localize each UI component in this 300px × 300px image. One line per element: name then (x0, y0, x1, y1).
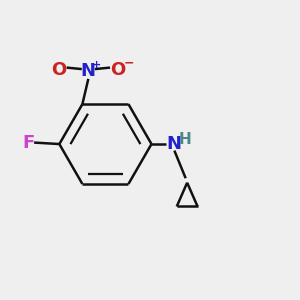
Text: O: O (110, 61, 126, 79)
Text: N: N (81, 62, 96, 80)
Text: H: H (179, 132, 191, 147)
Text: N: N (166, 135, 181, 153)
Text: −: − (124, 57, 134, 70)
Text: F: F (22, 134, 35, 152)
Text: O: O (51, 61, 66, 79)
Text: +: + (92, 60, 101, 70)
